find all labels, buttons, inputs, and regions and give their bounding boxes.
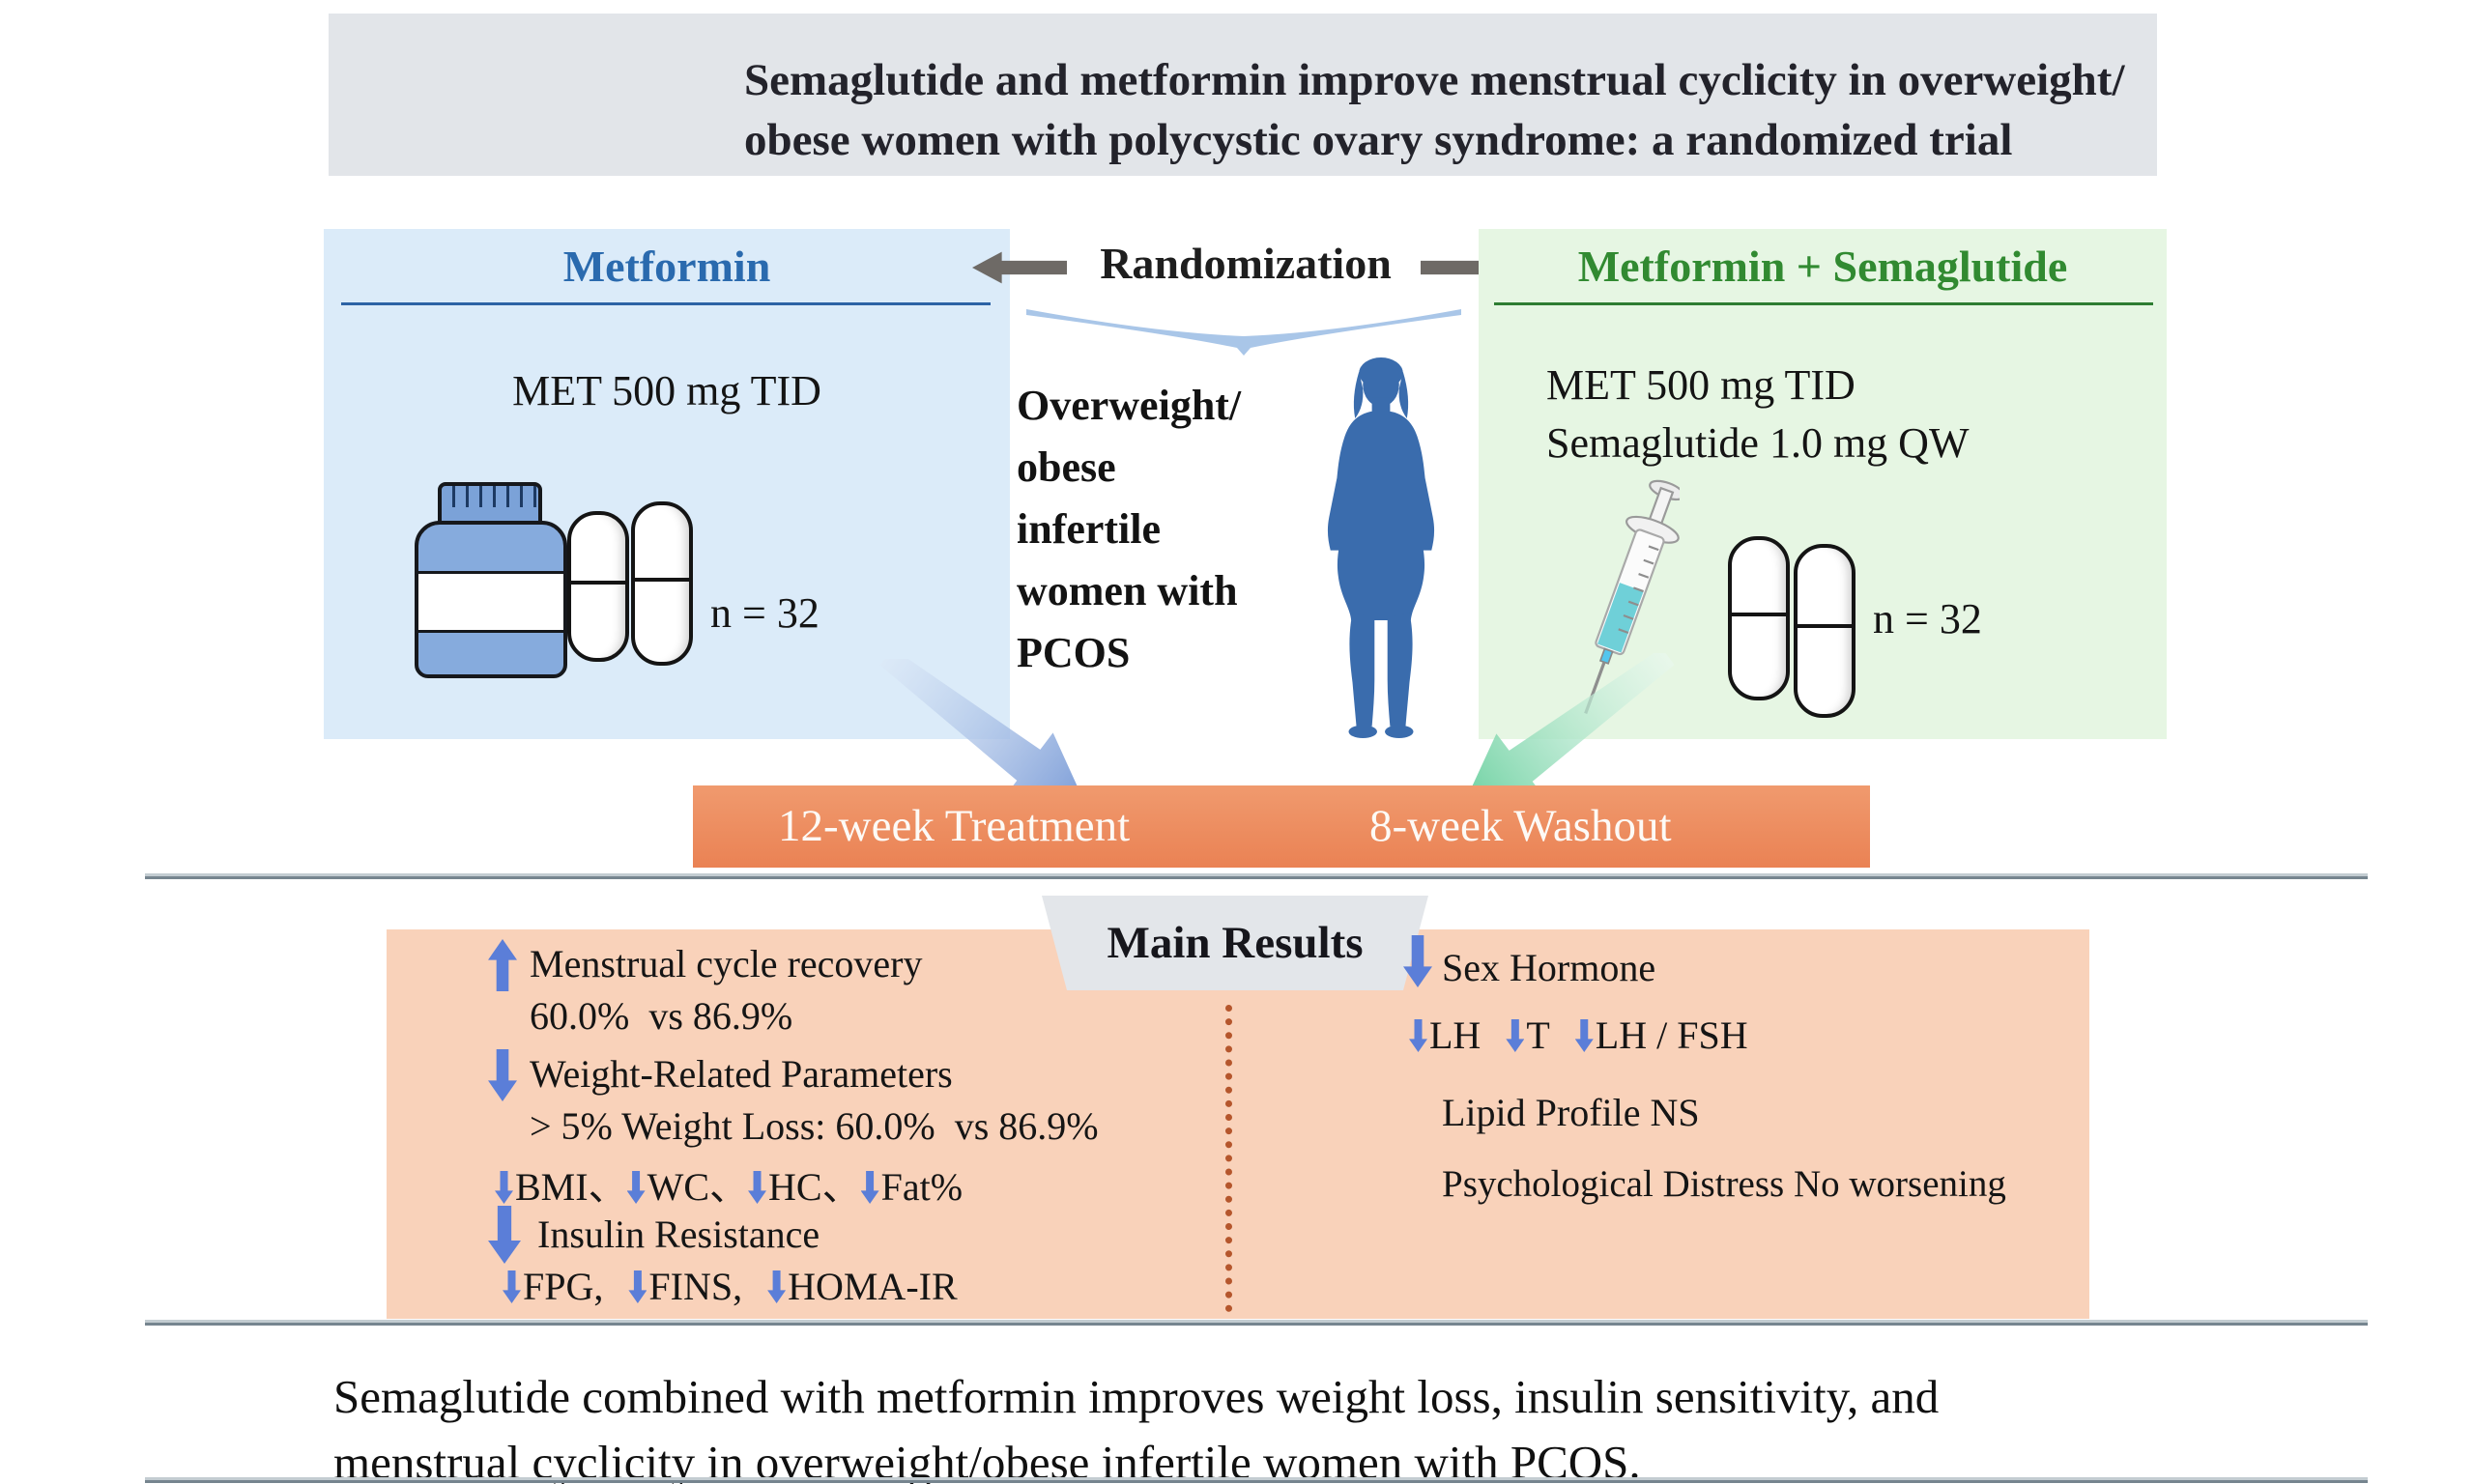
- conclusion-text: Semaglutide combined with metformin impr…: [333, 1364, 2179, 1484]
- down-arrow-icon: [1574, 1019, 1594, 1052]
- timeline-bar: 12-week Treatment 8-week Washout: [693, 785, 1870, 868]
- capsule-icon: [567, 511, 629, 662]
- down-arrow-icon: [1506, 1019, 1525, 1052]
- blue-flow-arrow-icon: [879, 659, 1088, 811]
- metric-bmi: BMI: [515, 1165, 589, 1209]
- population-line: obese: [1017, 443, 1116, 491]
- metformin-arm-panel: Metformin MET 500 mg TID n = 32: [324, 229, 1010, 739]
- result-psych: Psychological Distress No worsening: [1442, 1163, 2006, 1205]
- syringe-icon: [1584, 479, 1680, 715]
- pill-bottle-icon: [409, 482, 641, 678]
- result-insulin-metrics: FPG, FINS, HOMA-IR: [503, 1264, 958, 1309]
- capsule-icon: [1728, 536, 1790, 700]
- metric-fins: FINS,: [648, 1265, 743, 1308]
- metric-homa-ir: HOMA-IR: [788, 1265, 958, 1308]
- treatment-phase-label: 12-week Treatment: [778, 801, 1131, 851]
- population-line: Overweight/: [1017, 382, 1242, 429]
- population-line: infertile: [1017, 505, 1162, 553]
- randomization-label: Randomization: [1100, 239, 1392, 288]
- result-weight-metrics: BMI、 WC、 HC、 Fat%: [495, 1156, 963, 1212]
- metric-separator: 、: [588, 1165, 627, 1209]
- paper-title: Semaglutide and metformin improve menstr…: [744, 50, 2406, 170]
- metric-t: T: [1526, 1013, 1550, 1057]
- population-description: Overweight/ obese infertile women with P…: [1017, 375, 1336, 684]
- pill-bottle-label-icon: [418, 571, 563, 633]
- down-arrow-icon: [495, 1171, 513, 1204]
- metric-fpg: FPG,: [523, 1265, 604, 1308]
- down-arrow-icon: [503, 1270, 521, 1303]
- main-results-header: Main Results: [1042, 896, 1428, 990]
- overweight-woman-silhouette-icon: [1327, 357, 1435, 738]
- population-line: women with: [1017, 567, 1238, 614]
- capsule-icon: [631, 501, 693, 666]
- metric-hc: HC: [768, 1165, 822, 1209]
- separator-line: [145, 1320, 2368, 1326]
- combination-dose-sema: Semaglutide 1.0 mg QW: [1546, 419, 1970, 467]
- separator-line: [145, 873, 2368, 879]
- down-arrow-icon: [767, 1270, 787, 1303]
- paper-title-line2: obese women with polycystic ovary syndro…: [744, 115, 2013, 165]
- down-arrow-icon: [748, 1171, 767, 1204]
- result-weight-title: Weight-Related Parameters: [530, 1052, 953, 1096]
- result-insulin-title: Insulin Resistance: [537, 1213, 820, 1256]
- combination-dose-met: MET 500 mg TID: [1546, 361, 1856, 409]
- metformin-arm-header: Metformin: [562, 242, 771, 291]
- metric-lh-fsh: LH / FSH: [1595, 1013, 1748, 1057]
- combination-doses: MET 500 mg TID Semaglutide 1.0 mg QW: [1546, 357, 1970, 472]
- combination-arm-panel: Metformin + Semaglutide MET 500 mg TID S…: [1479, 229, 2167, 739]
- population-line: PCOS: [1017, 629, 1131, 676]
- conclusion-line2: menstrual cyclicity in overweight/obese …: [333, 1436, 1641, 1484]
- pill-bottle-body-icon: [415, 521, 567, 678]
- capsule-icon: [1794, 544, 1856, 718]
- result-weight-values: > 5% Weight Loss: 60.0% vs 86.9%: [530, 1104, 1099, 1148]
- down-arrow-icon: [626, 1171, 646, 1204]
- result-menstrual-title: Menstrual cycle recovery: [530, 942, 923, 985]
- result-sexhormone-title: Sex Hormone: [1442, 946, 1656, 989]
- combination-header-underline: [1494, 302, 2153, 305]
- down-arrow-icon: [860, 1171, 879, 1204]
- result-sexhormone-metrics: LH T LH / FSH: [1409, 1013, 1748, 1058]
- washout-phase-label: 8-week Washout: [1369, 801, 1672, 851]
- result-menstrual-values: 60.0% vs 86.9%: [530, 994, 793, 1038]
- metric-wc: WC: [647, 1165, 710, 1209]
- brace-down-icon: [1026, 309, 1461, 356]
- results-column-divider: [1225, 1005, 1232, 1312]
- result-lipid: Lipid Profile NS: [1442, 1091, 1700, 1134]
- sample-size-right: n = 32: [1873, 595, 1982, 642]
- title-banner: Semaglutide and metformin improve menstr…: [329, 14, 2157, 176]
- sample-size-left: n = 32: [710, 589, 820, 637]
- green-flow-arrow-icon: [1460, 653, 1675, 812]
- down-arrow-icon: [628, 1270, 647, 1303]
- combination-arm-header: Metformin + Semaglutide: [1577, 242, 2068, 291]
- metformin-dose: MET 500 mg TID: [512, 367, 821, 414]
- conclusion-line1: Semaglutide combined with metformin impr…: [333, 1370, 1940, 1423]
- metric-separator: 、: [821, 1165, 861, 1209]
- metric-separator: 、: [709, 1165, 749, 1209]
- main-results-panel: [387, 929, 2089, 1319]
- paper-title-line1: Semaglutide and metformin improve menstr…: [744, 55, 2125, 105]
- down-arrow-icon: [1409, 1019, 1427, 1052]
- separator-line: [145, 1477, 2368, 1483]
- left-arrow-icon: [972, 251, 1067, 284]
- metric-fat: Fat%: [880, 1165, 964, 1209]
- metric-lh: LH: [1429, 1013, 1482, 1057]
- metformin-header-underline: [341, 302, 991, 305]
